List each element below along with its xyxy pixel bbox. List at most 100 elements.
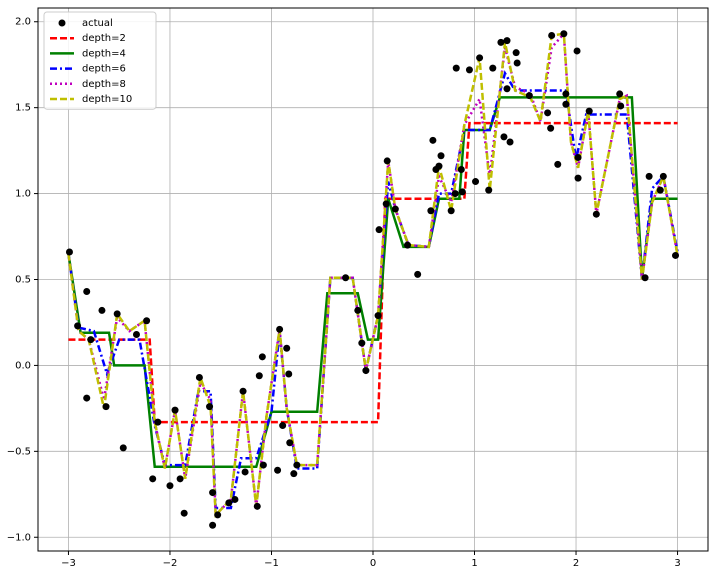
data-point (435, 162, 443, 170)
data-point (171, 406, 179, 414)
data-point (206, 403, 214, 411)
legend-label: actual (82, 18, 113, 29)
data-point (285, 370, 293, 378)
data-point (383, 157, 391, 165)
data-point (476, 54, 484, 62)
x-tick-label: −1 (264, 558, 279, 569)
data-point (512, 49, 520, 57)
legend-marker (58, 19, 66, 27)
data-point (209, 489, 217, 497)
data-point (574, 153, 582, 161)
series-line (68, 121, 678, 424)
data-point (375, 226, 383, 234)
data-point (253, 502, 261, 510)
data-point (225, 499, 233, 507)
data-point (391, 205, 399, 213)
data-point (427, 207, 435, 215)
data-point (472, 178, 480, 186)
data-point (231, 495, 239, 503)
data-point (354, 306, 362, 314)
data-point (102, 403, 110, 411)
data-point (83, 288, 91, 296)
data-point (283, 344, 291, 352)
data-point (573, 47, 581, 55)
data-point (290, 470, 298, 478)
data-point (616, 90, 624, 98)
data-point (457, 166, 465, 174)
data-point (451, 190, 459, 198)
data-point (293, 461, 301, 469)
x-tick-label: −2 (163, 558, 178, 569)
legend: actual depth=2 depth=4 depth=6 depth=8 depth=… (43, 11, 157, 110)
data-point (195, 373, 203, 381)
data-point (113, 310, 121, 318)
data-point (74, 322, 82, 330)
data-point (87, 336, 95, 344)
data-point (574, 174, 582, 182)
data-point (617, 102, 625, 110)
data-point (429, 136, 437, 144)
data-point (489, 64, 497, 72)
data-point (358, 339, 366, 347)
data-point (143, 317, 151, 325)
data-point (382, 200, 390, 208)
data-point (544, 109, 552, 117)
x-tick-label: 3 (674, 558, 680, 569)
data-point (562, 90, 570, 98)
data-point (585, 107, 593, 115)
data-point (513, 59, 521, 67)
y-tick-label: −1.0 (7, 532, 31, 543)
data-point (279, 422, 287, 430)
legend-label: depth=6 (82, 64, 126, 75)
data-point (241, 468, 249, 476)
data-point (98, 306, 106, 314)
legend-label: depth=4 (82, 48, 126, 59)
data-point (656, 186, 664, 194)
data-point (274, 466, 282, 474)
data-point (659, 172, 667, 180)
legend-label: depth=10 (82, 94, 132, 105)
data-point (180, 509, 188, 517)
data-point (554, 160, 562, 168)
data-point (209, 521, 217, 529)
data-point (447, 207, 455, 215)
data-point (562, 100, 570, 108)
data-point (119, 444, 127, 452)
data-point (239, 387, 247, 395)
data-point (485, 186, 493, 194)
data-point (645, 172, 653, 180)
y-tick-label: −0.5 (7, 446, 31, 457)
data-point (176, 475, 184, 483)
data-point (560, 30, 568, 38)
data-point (342, 274, 350, 282)
data-point (500, 133, 508, 141)
data-point (465, 66, 473, 74)
data-point (458, 188, 466, 196)
y-tick-label: 0.5 (15, 275, 31, 286)
marks-layer (65, 30, 680, 529)
y-tick-label: 1.0 (15, 189, 31, 200)
data-point (414, 270, 422, 278)
data-point (497, 38, 505, 46)
data-point (255, 372, 263, 380)
data-point (374, 312, 382, 320)
data-point (166, 482, 174, 490)
data-point (547, 124, 555, 132)
data-point (286, 439, 294, 447)
data-point (503, 85, 511, 93)
data-point (672, 251, 680, 259)
data-point (592, 210, 600, 218)
x-tick-label: 0 (370, 558, 376, 569)
data-point (506, 138, 514, 146)
y-tick-label: 2.0 (15, 17, 31, 28)
data-point (641, 274, 649, 282)
data-point (258, 353, 266, 361)
legend-label: depth=2 (82, 33, 126, 44)
data-point (132, 330, 140, 338)
data-point (149, 475, 157, 483)
y-tick-label: 1.5 (15, 103, 31, 114)
data-point (65, 248, 73, 256)
data-point (83, 394, 91, 402)
data-point (503, 37, 511, 45)
ticks-layer: −3 −2 −1 0 1 2 3 −1.0 −0.5 0.0 0.5 1.0 1.5 2.0 (7, 17, 681, 569)
